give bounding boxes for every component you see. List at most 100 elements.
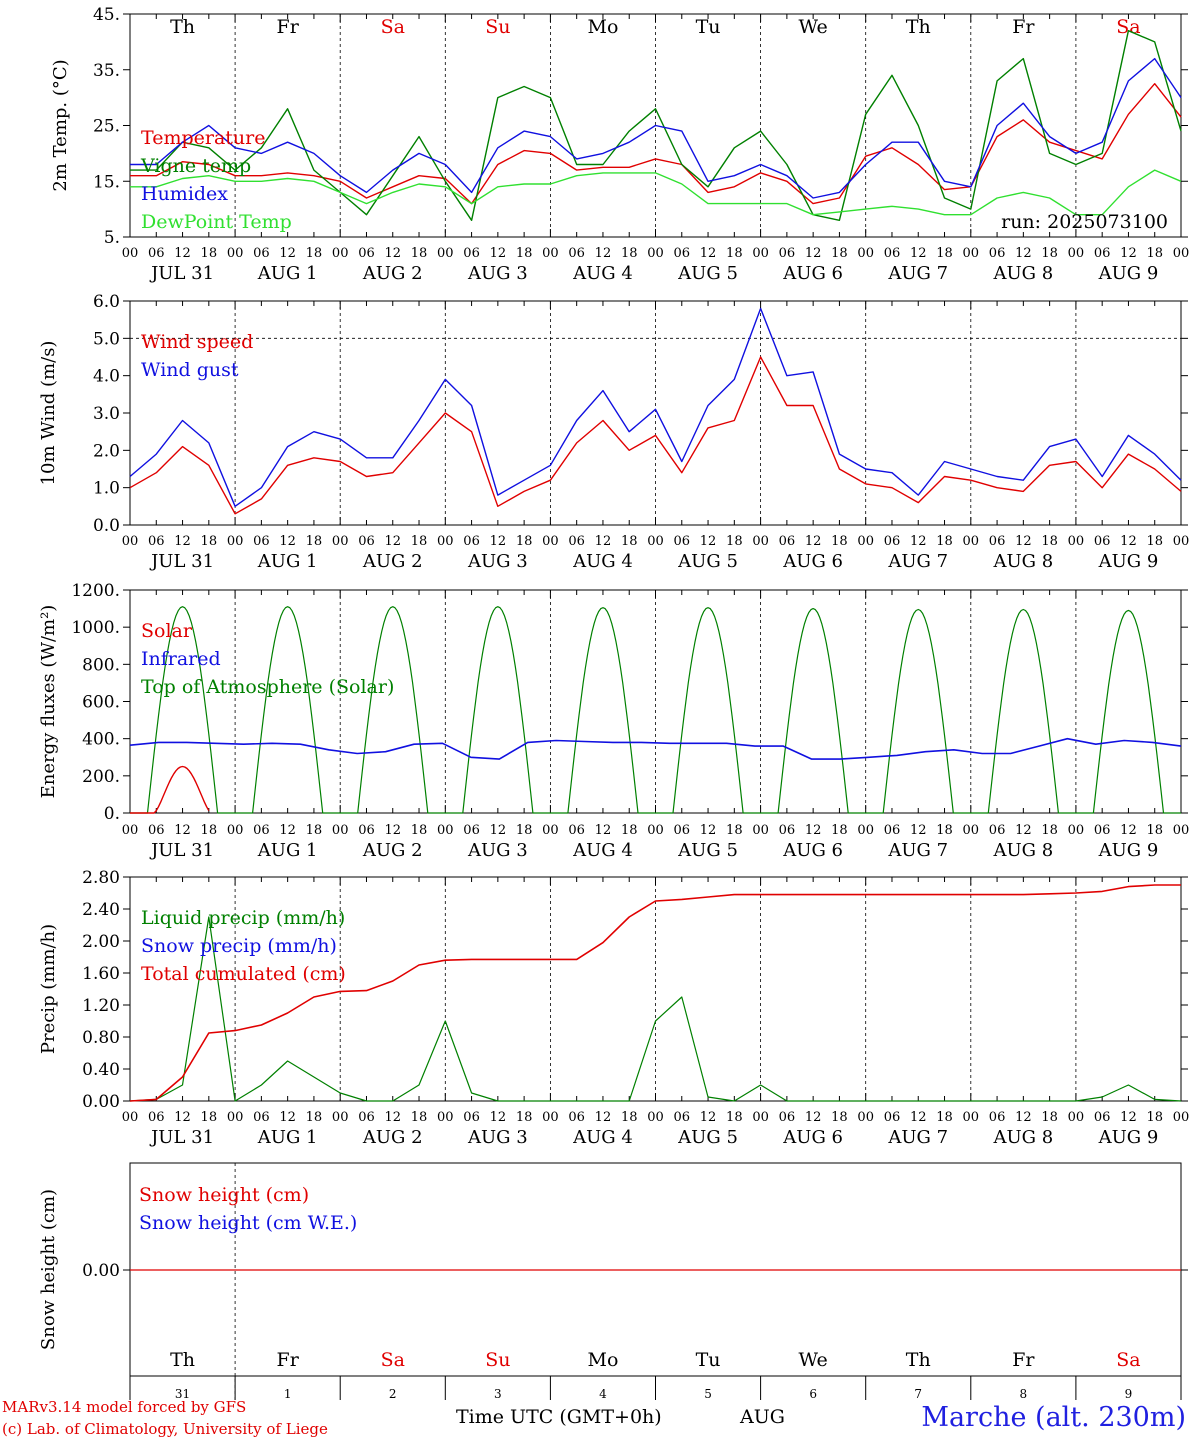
series-dewpoint-temp	[130, 169, 1182, 216]
hour-tick-label: 12	[490, 1110, 507, 1125]
y-tick-label: 0.	[104, 804, 120, 824]
hour-tick-label: 12	[174, 823, 191, 838]
hour-tick-label: 12	[1015, 1110, 1032, 1125]
hour-tick-label: 06	[884, 1110, 901, 1125]
legend-snow-height-cm-: Snow height (cm)	[139, 1184, 309, 1206]
hour-tick-label: 00	[752, 823, 769, 838]
y-tick-label: 0.40	[82, 1060, 120, 1080]
hour-tick-label: 18	[411, 534, 428, 549]
hour-tick-label: 06	[463, 823, 480, 838]
weekday-label: Fr	[1012, 1349, 1035, 1371]
hour-tick-label: 06	[253, 246, 270, 261]
hour-tick-label: 18	[936, 823, 953, 838]
hour-tick-label: 12	[279, 1110, 296, 1125]
date-label: AUG 8	[992, 263, 1053, 284]
y-tick-label: 1.60	[82, 964, 120, 984]
hour-tick-label: 06	[674, 1110, 691, 1125]
hour-tick-label: 12	[279, 534, 296, 549]
hour-tick-label: 18	[831, 246, 848, 261]
day-number-label: 31	[175, 1387, 190, 1401]
legend-solar: Solar	[141, 620, 193, 642]
hour-tick-label: 12	[805, 823, 822, 838]
hour-tick-label: 06	[779, 1110, 796, 1125]
date-label: AUG 7	[887, 1127, 948, 1148]
legend-humidex: Humidex	[141, 183, 228, 205]
date-label: AUG 9	[1098, 840, 1159, 861]
date-label: AUG 9	[1098, 1127, 1159, 1148]
weekday-label: Su	[485, 1349, 510, 1371]
hour-tick-label: 18	[831, 534, 848, 549]
hour-tick-label: 18	[726, 246, 743, 261]
hour-tick-label: 18	[1146, 823, 1163, 838]
y-tick-label: 600.	[82, 693, 120, 713]
day-number-label: 6	[809, 1387, 817, 1401]
legend-vigne-temp: Vigne temp	[140, 155, 251, 177]
y-tick-label: 1.0	[93, 479, 120, 499]
hour-tick-label: 18	[936, 246, 953, 261]
hour-tick-label: 12	[910, 246, 927, 261]
hour-tick-label: 12	[1120, 246, 1137, 261]
lab-credit: (c) Lab. of Climatology, University of L…	[2, 1420, 328, 1438]
hour-tick-label: 12	[1015, 534, 1032, 549]
y-tick-label: 0.80	[82, 1028, 120, 1048]
hour-tick-label: 18	[936, 534, 953, 549]
hour-tick-label: 06	[358, 1110, 375, 1125]
hour-tick-label: 06	[568, 823, 585, 838]
weekday-label: Mo	[587, 1349, 618, 1371]
hour-tick-label: 06	[568, 246, 585, 261]
model-credit: MARv3.14 model forced by GFS	[2, 1398, 247, 1416]
series-humidex	[130, 57, 1182, 199]
hour-tick-label: 18	[831, 1110, 848, 1125]
hour-tick-label: 06	[674, 246, 691, 261]
hour-tick-label: 18	[621, 823, 638, 838]
day-number-label: 9	[1125, 1387, 1133, 1401]
y-tick-label: 2.80	[82, 868, 120, 888]
date-label: AUG 5	[677, 840, 738, 861]
y-tick-label: 4.0	[93, 367, 120, 387]
hour-tick-label: 00	[647, 534, 664, 549]
legend-total-cumulated-cm-: Total cumulated (cm)	[141, 963, 346, 985]
date-label: AUG 6	[782, 551, 843, 572]
hour-tick-label: 12	[595, 1110, 612, 1125]
date-label: AUG 7	[887, 551, 948, 572]
hour-tick-label: 00	[332, 246, 349, 261]
hour-tick-label: 06	[884, 534, 901, 549]
date-label: AUG 2	[362, 551, 423, 572]
hour-tick-label: 00	[752, 246, 769, 261]
hour-tick-label: 00	[963, 246, 980, 261]
y-tick-label: 2.40	[82, 900, 120, 920]
date-label: AUG 3	[467, 551, 528, 572]
weekday-label: Fr	[277, 16, 300, 38]
date-label: AUG 4	[572, 1127, 633, 1148]
hour-tick-label: 00	[1068, 1110, 1085, 1125]
date-label: AUG 3	[467, 840, 528, 861]
weekday-label: Fr	[1012, 16, 1035, 38]
hour-tick-label: 12	[174, 246, 191, 261]
day-number-label: 3	[494, 1387, 502, 1401]
y-tick-label: 5.0	[93, 329, 120, 349]
legend-dewpoint-temp: DewPoint Temp	[141, 211, 292, 233]
hour-tick-label: 06	[989, 534, 1006, 549]
legend-top-of-atmosphere-solar-: Top of Atmosphere (Solar)	[141, 676, 394, 698]
panel-frame-3	[129, 589, 1182, 814]
hour-tick-label: 06	[253, 1110, 270, 1125]
hour-tick-label: 12	[384, 246, 401, 261]
hour-tick-label: 06	[989, 1110, 1006, 1125]
y-tick-label: 6.0	[93, 292, 120, 312]
date-label: AUG 8	[992, 551, 1053, 572]
hour-tick-label: 18	[1146, 1110, 1163, 1125]
hour-tick-label: 00	[1173, 823, 1190, 838]
date-label: AUG 1	[257, 1127, 318, 1148]
hour-tick-label: 00	[647, 1110, 664, 1125]
legend-snow-precip-mm-h-: Snow precip (mm/h)	[141, 935, 337, 957]
hour-tick-label: 12	[910, 823, 927, 838]
hour-tick-label: 00	[542, 1110, 559, 1125]
series-solar	[130, 765, 210, 814]
date-label: AUG 2	[362, 840, 423, 861]
day-number-label: 8	[1020, 1387, 1028, 1401]
hour-tick-label: 00	[647, 823, 664, 838]
station-name: Marche (alt. 230m)	[921, 1402, 1186, 1433]
hour-tick-label: 18	[201, 534, 218, 549]
hour-tick-label: 06	[148, 534, 165, 549]
y-tick-label: 35.	[93, 61, 120, 81]
